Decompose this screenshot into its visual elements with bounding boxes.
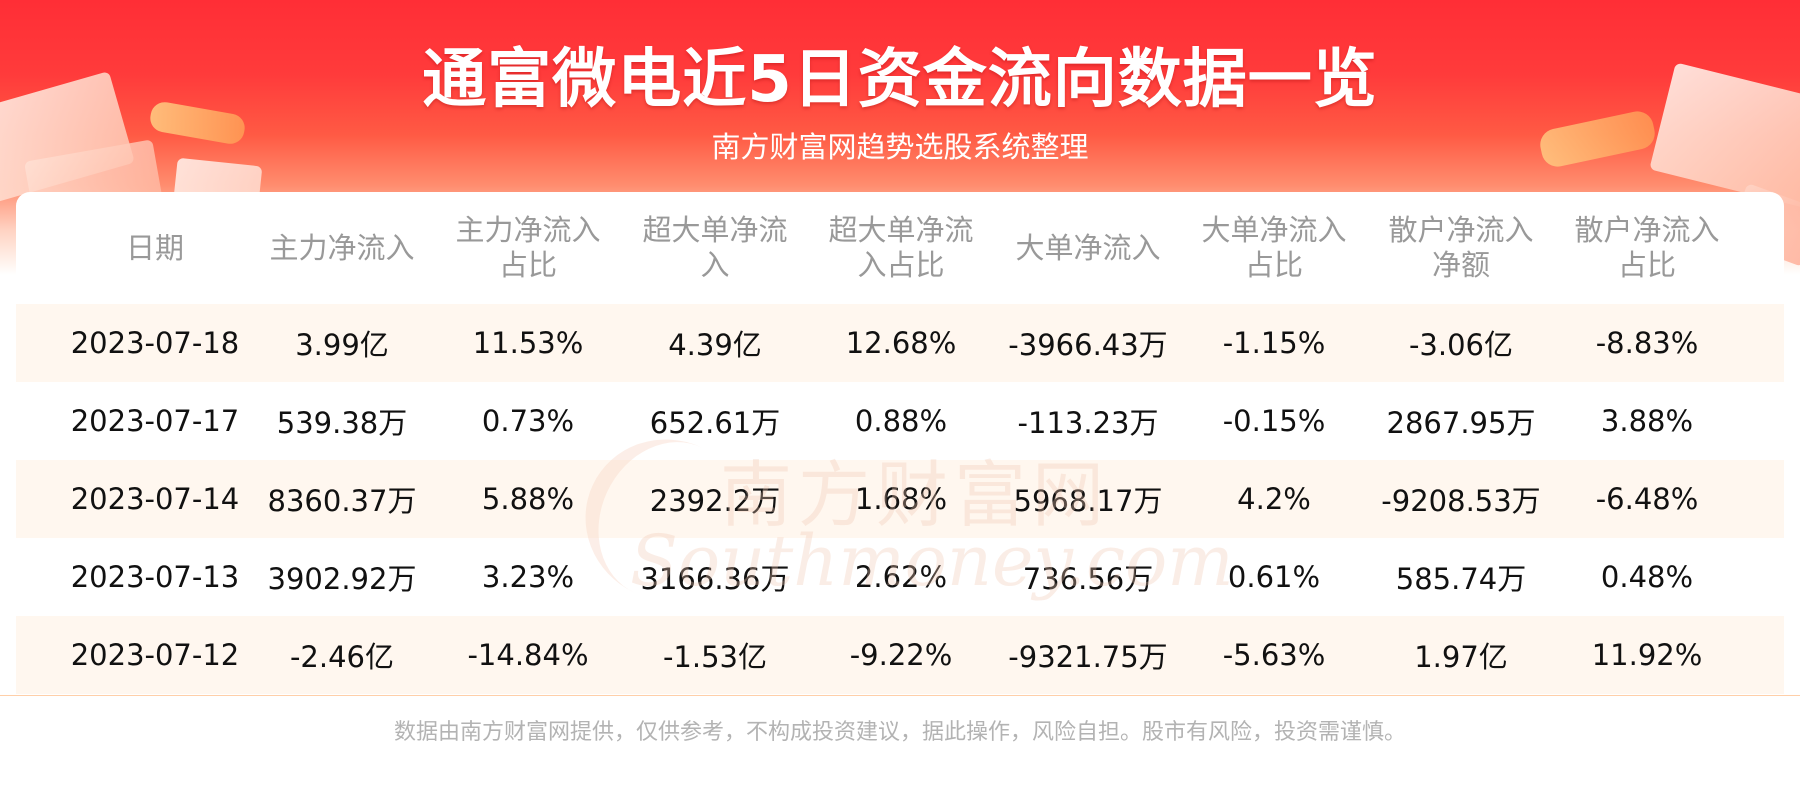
value-cell: 0.61% xyxy=(1227,560,1321,594)
footer-divider xyxy=(0,695,1800,696)
column-header: 散户净流入 占比 xyxy=(1574,213,1720,282)
value-cell: 5.88% xyxy=(481,482,575,516)
value-cell: -8.83% xyxy=(1595,326,1699,360)
value-cell: 3166.36万 xyxy=(640,562,790,596)
value-cell: 0.48% xyxy=(1600,560,1694,594)
value-cell: 585.74万 xyxy=(1395,562,1527,596)
value-cell: 539.38万 xyxy=(276,406,408,440)
value-cell: 652.61万 xyxy=(649,406,781,440)
value-cell: 2.62% xyxy=(854,560,948,594)
value-cell: 12.68% xyxy=(845,326,957,360)
value-cell: -3966.43万 xyxy=(1008,328,1168,362)
value-cell: -5.63% xyxy=(1222,638,1326,672)
value-cell: 736.56万 xyxy=(1022,562,1154,596)
value-cell: -113.23万 xyxy=(1017,406,1159,440)
date-cell: 2023-07-13 xyxy=(70,560,240,594)
column-header: 主力净流入 占比 xyxy=(455,213,601,282)
value-cell: 1.97亿 xyxy=(1414,640,1508,674)
column-header: 超大单净流 入占比 xyxy=(828,213,974,282)
value-cell: 2867.95万 xyxy=(1386,406,1536,440)
value-cell: 11.53% xyxy=(472,326,584,360)
table-row: 2023-07-17 539.38万 0.73% 652.61万 0.88% -113.2… xyxy=(16,382,1784,460)
value-cell: 4.2% xyxy=(1237,482,1311,516)
value-cell: 3.23% xyxy=(481,560,575,594)
value-cell: 3.88% xyxy=(1600,404,1694,438)
page-subtitle: 南方财富网趋势选股系统整理 xyxy=(711,130,1089,164)
table-row: 2023-07-12 -2.46亿 -14.84% -1.53亿 -9.22% -9321… xyxy=(16,616,1784,694)
value-cell: -14.84% xyxy=(467,638,589,672)
value-cell: 2392.2万 xyxy=(649,484,781,518)
value-cell: 11.92% xyxy=(1591,638,1703,672)
value-cell: -1.53亿 xyxy=(662,640,768,674)
value-cell: -3.06亿 xyxy=(1408,328,1514,362)
value-cell: 5968.17万 xyxy=(1013,484,1163,518)
value-cell: 0.73% xyxy=(481,404,575,438)
value-cell: 3902.92万 xyxy=(267,562,417,596)
table-card xyxy=(16,192,1784,695)
column-header: 主力净流入 xyxy=(269,230,415,265)
column-header: 日期 xyxy=(125,230,184,265)
value-cell: 1.68% xyxy=(854,482,948,516)
date-cell: 2023-07-12 xyxy=(70,638,240,672)
date-cell: 2023-07-14 xyxy=(70,482,240,516)
column-header: 大单净流入 xyxy=(1015,230,1161,265)
date-cell: 2023-07-18 xyxy=(70,326,240,360)
value-cell: -9.22% xyxy=(849,638,953,672)
value-cell: 0.88% xyxy=(854,404,948,438)
value-cell: -6.48% xyxy=(1595,482,1699,516)
value-cell: -9208.53万 xyxy=(1381,484,1541,518)
value-cell: -0.15% xyxy=(1222,404,1326,438)
table-row: 2023-07-13 3902.92万 3.23% 3166.36万 2.62% 736.… xyxy=(16,538,1784,616)
value-cell: -9321.75万 xyxy=(1008,640,1168,674)
column-header: 超大单净流入 xyxy=(642,213,788,282)
value-cell: 4.39亿 xyxy=(668,328,762,362)
value-cell: -2.46亿 xyxy=(289,640,395,674)
column-header: 散户净流入 净额 xyxy=(1388,213,1534,282)
table-row: 2023-07-18 3.99亿 11.53% 4.39亿 12.68% -3966.43… xyxy=(16,304,1784,382)
table-row: 2023-07-14 8360.37万 5.88% 2392.2万 1.68% 5968.… xyxy=(16,460,1784,538)
page-title: 通富微电近5日资金流向数据一览 xyxy=(422,43,1378,117)
footer-disclaimer: 数据由南方财富网提供，仅供参考，不构成投资建议，据此操作，风险自担。股市有风险，… xyxy=(393,720,1406,745)
value-cell: 8360.37万 xyxy=(267,484,417,518)
date-cell: 2023-07-17 xyxy=(70,404,240,438)
value-cell: -1.15% xyxy=(1222,326,1326,360)
value-cell: 3.99亿 xyxy=(295,328,389,362)
column-header: 大单净流入 占比 xyxy=(1201,213,1347,282)
